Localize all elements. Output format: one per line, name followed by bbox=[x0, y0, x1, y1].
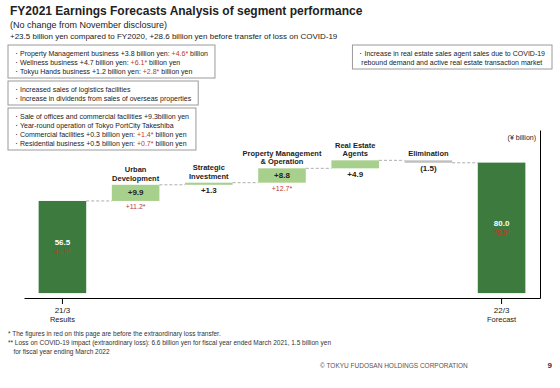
annotation-text: billion yen bbox=[153, 131, 186, 139]
connector bbox=[306, 168, 332, 169]
data-label: +9.9 bbox=[128, 188, 144, 197]
annotation-text: billion yen bbox=[153, 140, 186, 148]
x-sublabel: Results bbox=[50, 315, 75, 324]
x-axis: 21/3 22/3 bbox=[25, 298, 541, 315]
bar bbox=[331, 160, 379, 168]
annotation-line: ・Increase in dividends from sales of ove… bbox=[13, 95, 192, 103]
data-label: 80.0 bbox=[494, 219, 510, 228]
data-label: +4.9 bbox=[347, 170, 363, 179]
annotation-red: +1.4* bbox=[137, 131, 154, 138]
red-label: +11.2* bbox=[126, 203, 146, 210]
data-label: +8.8 bbox=[274, 171, 290, 180]
red-label: 78.5* bbox=[493, 229, 510, 236]
annotation-text: ・Increase in real estate sales agent sal… bbox=[357, 50, 545, 58]
unit-label: (¥ billion) bbox=[508, 134, 536, 142]
bar bbox=[185, 183, 233, 185]
connector bbox=[452, 162, 478, 163]
annotation-frame bbox=[8, 108, 196, 150]
bar bbox=[478, 163, 526, 293]
annotation-text: billion yen bbox=[147, 59, 180, 67]
annotation-text: billion bbox=[188, 50, 208, 57]
footer-line: * The figures in red on this page are be… bbox=[8, 330, 221, 338]
red-label: 49.9* bbox=[54, 248, 71, 255]
annotation-line: ・Tokyu Hands business +1.2 billion yen: … bbox=[13, 68, 193, 76]
connector bbox=[233, 182, 259, 183]
annotation-text: ・Residential business +0.5 billion yen: bbox=[13, 140, 137, 148]
bar-name: StrategicInvestment bbox=[189, 163, 229, 181]
annotation-line: ・Property Management business +3.8 billi… bbox=[13, 50, 208, 58]
data-label: 56.5 bbox=[55, 238, 71, 247]
subtitle2: +23.5 billion yen compared to FY2020, +2… bbox=[10, 32, 338, 41]
annotation-line: ・Sale of offices and commercial faciliti… bbox=[13, 113, 189, 121]
bar-name: Real EstateAgents bbox=[335, 141, 375, 159]
annotation-box: ・Property Management business +3.8 billi… bbox=[8, 45, 215, 78]
annotation-text: ・Commercial facilities +0.3 billion yen: bbox=[13, 131, 137, 139]
annotation-red: +6.1* bbox=[131, 59, 148, 66]
annotation-box: ・Increased sales of logistics facilities… bbox=[8, 81, 198, 105]
annotation-text: ・Wellness business +4.7 billion yen: bbox=[13, 59, 131, 67]
connector bbox=[86, 200, 112, 201]
footer-line: ** Loss on COVID-19 impact (extraordinar… bbox=[8, 339, 331, 347]
connector bbox=[159, 184, 185, 185]
x-tick-label: 21/3 bbox=[55, 306, 71, 315]
bar bbox=[258, 168, 306, 182]
annotation-line: rebound demand and active real estate tr… bbox=[357, 59, 542, 66]
bar bbox=[39, 201, 87, 293]
annotation-red: +4.6* bbox=[172, 50, 189, 57]
annotation-text: ・Increase in dividends from sales of ove… bbox=[13, 95, 192, 103]
x-tick-mark bbox=[501, 298, 502, 304]
annotation-text: ・Tokyu Hands business +1.2 billion yen: bbox=[13, 68, 143, 76]
annotation-line: ・Commercial facilities +0.3 billion yen:… bbox=[13, 131, 187, 139]
annotation-text: billion yen bbox=[159, 68, 192, 76]
bar-name: UrbanDevelopment bbox=[112, 165, 160, 183]
y-axis bbox=[540, 131, 541, 299]
x-tick-mark bbox=[62, 298, 63, 304]
annotation-line: ・Year-round operation of Tokyo PortCity … bbox=[13, 122, 174, 130]
annotation-line: ・Residential business +0.5 billion yen: … bbox=[13, 140, 187, 148]
x-tick: 22/3 bbox=[494, 298, 510, 315]
x-axis-line bbox=[25, 298, 541, 299]
y-axis-line bbox=[540, 131, 541, 299]
data-label: +1.3 bbox=[201, 186, 217, 195]
company: © TOKYU FUDOSAN HOLDINGS CORPORATION bbox=[320, 362, 468, 369]
bar bbox=[112, 185, 160, 201]
bar-name: Elimination bbox=[408, 149, 449, 158]
chart-svg: FY2021 Earnings Forecasts Analysis of se… bbox=[0, 0, 560, 388]
annotation-line: ・Increased sales of logistics facilities bbox=[13, 86, 131, 94]
bar-name: Property Management& Operation bbox=[243, 149, 322, 167]
bar bbox=[405, 160, 453, 162]
title: FY2021 Earnings Forecasts Analysis of se… bbox=[10, 4, 363, 18]
annotation-box: ・Sale of offices and commercial faciliti… bbox=[8, 108, 196, 150]
x-sublabel: Forecast bbox=[487, 315, 517, 324]
annotation-line: ・Wellness business +4.7 billion yen: +6.… bbox=[13, 59, 180, 67]
annotation-frame bbox=[8, 81, 198, 105]
x-tick: 21/3 bbox=[55, 298, 71, 315]
connector bbox=[379, 160, 405, 161]
annotation-red: +2.8* bbox=[143, 68, 160, 75]
annotation-line: ・Increase in real estate sales agent sal… bbox=[357, 50, 545, 58]
x-tick-label: 22/3 bbox=[494, 306, 510, 315]
red-label: +12.7* bbox=[272, 185, 293, 192]
plot-area bbox=[39, 160, 526, 293]
subtitle: (No change from November disclosure) bbox=[10, 20, 167, 30]
data-label: (1.5) bbox=[420, 164, 437, 173]
annotation-text: ・Increased sales of logistics facilities bbox=[13, 86, 131, 94]
footer-line: for fiscal year ending March 2022 bbox=[8, 348, 110, 356]
annotation-text: ・Sale of offices and commercial faciliti… bbox=[13, 113, 189, 121]
annotation-text: ・Year-round operation of Tokyo PortCity … bbox=[13, 122, 174, 130]
annotation-red: +0.7* bbox=[137, 140, 154, 147]
annotation-box: ・Increase in real estate sales agent sal… bbox=[352, 45, 552, 69]
annotation-text: ・Property Management business +3.8 billi… bbox=[13, 50, 172, 58]
annotation-frame bbox=[8, 45, 215, 78]
annotation-text: rebound demand and active real estate tr… bbox=[357, 59, 542, 66]
annotation-frame bbox=[352, 45, 552, 69]
page-number: 9 bbox=[548, 361, 553, 370]
